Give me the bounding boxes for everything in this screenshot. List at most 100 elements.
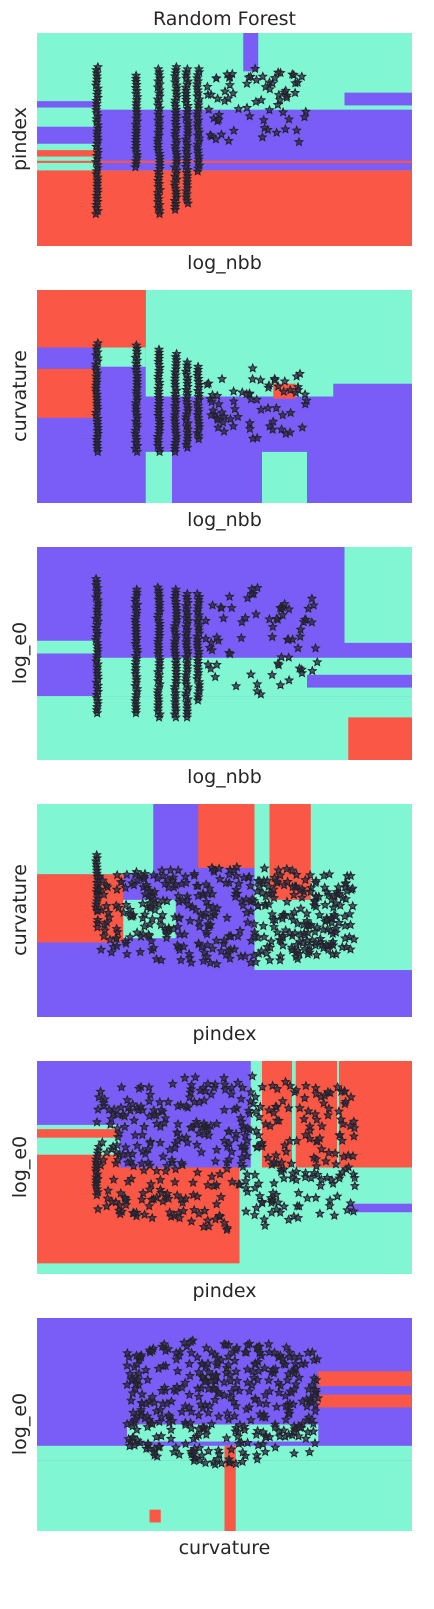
data-point (131, 1424, 142, 1435)
data-point (249, 1359, 261, 1369)
data-point (180, 85, 192, 95)
data-point (318, 924, 329, 934)
data-point (182, 436, 193, 446)
x-axis-label: log_nbb (187, 766, 262, 788)
data-point (106, 1196, 118, 1206)
data-point (264, 613, 275, 624)
data-point (149, 1109, 160, 1120)
data-point (302, 919, 313, 930)
data-point (180, 97, 192, 108)
data-point (329, 1210, 340, 1220)
decision-region (37, 290, 146, 348)
data-point (263, 1375, 274, 1385)
data-point (92, 643, 103, 654)
data-point (193, 625, 204, 635)
data-point (295, 631, 306, 641)
data-point (181, 1132, 192, 1142)
data-point (228, 87, 239, 98)
data-point (228, 125, 239, 136)
data-point (153, 63, 164, 74)
data-point (226, 1088, 237, 1099)
data-point (299, 1358, 311, 1368)
data-point (304, 1125, 316, 1135)
data-point (156, 865, 168, 875)
data-point (287, 865, 298, 875)
data-point (320, 899, 331, 910)
data-point (91, 202, 102, 213)
data-point (333, 1106, 345, 1116)
data-point (214, 873, 226, 884)
data-point (160, 1345, 171, 1356)
data-point (274, 94, 286, 105)
data-point (269, 1421, 281, 1432)
data-point (92, 446, 103, 457)
decision-region (37, 368, 97, 418)
data-point (218, 426, 230, 436)
plot-area (37, 547, 412, 760)
data-point (206, 637, 217, 648)
data-point (283, 1102, 294, 1113)
data-point (92, 129, 103, 139)
data-point (199, 1376, 211, 1387)
data-point (244, 1385, 255, 1396)
data-point (264, 104, 275, 115)
data-point (300, 874, 311, 885)
data-point (153, 374, 164, 385)
data-point (131, 106, 142, 117)
data-point (135, 946, 146, 957)
data-point (186, 1079, 197, 1090)
data-point (144, 1184, 155, 1194)
data-point (310, 1384, 321, 1395)
data-point (280, 1400, 291, 1411)
data-point (306, 617, 317, 627)
data-point (154, 624, 165, 635)
data-point (271, 402, 282, 413)
data-point (130, 707, 142, 718)
data-point (171, 348, 182, 359)
data-point (289, 87, 301, 98)
data-point (262, 402, 274, 413)
data-point (241, 1182, 252, 1193)
data-point (257, 71, 268, 81)
data-point (328, 902, 339, 912)
data-point (193, 1128, 205, 1138)
data-point (131, 125, 142, 135)
decision-region (344, 92, 412, 106)
data-point (299, 927, 310, 938)
figure-title: Random Forest (152, 8, 296, 30)
data-point (186, 1423, 197, 1433)
data-point (162, 874, 174, 885)
data-point (92, 147, 104, 158)
data-point (171, 1354, 182, 1364)
data-point (189, 868, 200, 879)
data-point (252, 1454, 263, 1464)
decision-region (37, 1420, 127, 1442)
data-point (320, 1155, 332, 1166)
data-point (119, 1111, 130, 1121)
data-point (335, 900, 346, 910)
decision-region (262, 451, 307, 503)
data-point (131, 608, 142, 619)
data-point (302, 948, 313, 959)
data-point (131, 1358, 143, 1369)
data-point (295, 624, 306, 634)
data-point (302, 1347, 314, 1358)
data-point (214, 1168, 226, 1179)
data-point (223, 1454, 235, 1464)
data-point (130, 158, 142, 169)
data-point (245, 669, 257, 679)
data-point (262, 941, 273, 952)
data-point (121, 1379, 133, 1390)
data-point (230, 1426, 241, 1436)
data-point (180, 88, 192, 98)
data-point (187, 901, 198, 912)
data-point (181, 1100, 192, 1111)
data-point (231, 1366, 242, 1376)
data-point (153, 407, 165, 418)
data-point (173, 913, 185, 923)
data-point (251, 74, 262, 85)
data-point (213, 1411, 224, 1421)
data-point (171, 61, 182, 72)
data-point (250, 608, 262, 619)
data-point (157, 895, 169, 905)
